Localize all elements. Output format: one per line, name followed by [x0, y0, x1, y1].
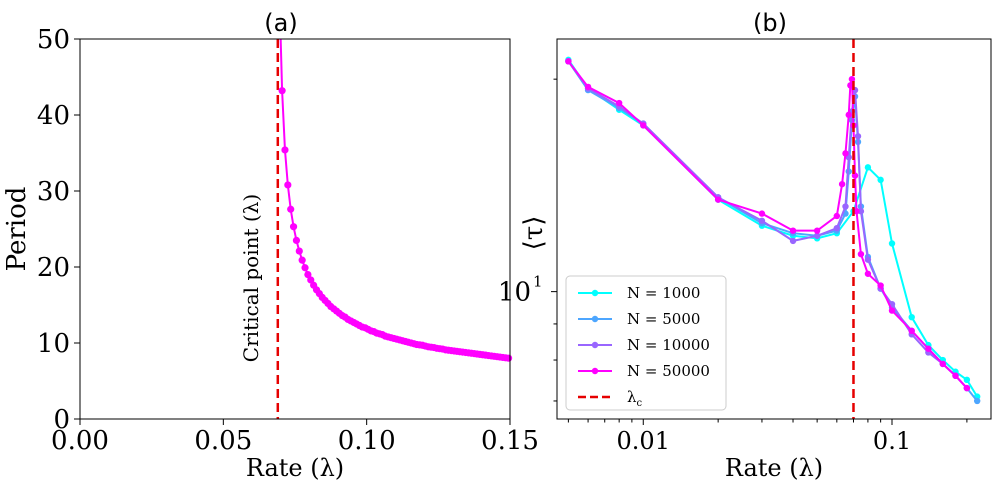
legend-swatch-marker — [591, 315, 599, 323]
panel-b-point — [963, 376, 971, 384]
panel-b-point — [640, 122, 647, 129]
panel-a-xtick-label: 0.00 — [51, 426, 109, 456]
panel-a-point — [307, 276, 315, 284]
legend-label: N = 10000 — [627, 336, 710, 354]
panel-a-point — [295, 247, 303, 255]
panel-a-frame — [79, 38, 511, 420]
panel-b-point — [758, 217, 766, 224]
panel-b-point — [758, 210, 766, 217]
panel-b-point — [864, 270, 872, 277]
panel-a-ytick-label: 10 — [37, 329, 70, 359]
panel-b-point — [857, 250, 865, 258]
panel-b-point — [838, 180, 846, 188]
legend-critical-label: λc — [627, 388, 643, 409]
legend-box — [565, 275, 727, 411]
panel-b-point — [963, 384, 971, 392]
panel-b-point — [813, 227, 821, 234]
panel-b-ytick-label: 10 — [498, 278, 531, 308]
panel-b-point — [845, 111, 852, 119]
panel-b-point — [584, 83, 592, 91]
panel-b-point — [833, 224, 841, 232]
panel-a-point — [287, 205, 295, 213]
panel-a-ytick-label: 20 — [37, 253, 70, 283]
panel-a-point — [504, 354, 513, 362]
panel-a-point — [281, 146, 289, 154]
panel-b-point — [854, 133, 862, 140]
legend-items: N = 1000 N = 5000 N = 10000 N = 50000 — [578, 284, 710, 380]
panel-b-xtick-label: 0.01 — [617, 427, 670, 455]
panel-b-point — [908, 327, 915, 335]
panel-b-point — [973, 397, 981, 405]
panel-b-point — [842, 203, 849, 210]
panel-b-point — [888, 307, 896, 314]
panel-a-point — [304, 271, 312, 279]
panel-a: (a) 0.00 0.05 0.10 0.15 0 10 20 30 40 50 Critical… — [2, 9, 539, 482]
panel-b-xtick-label: 0.1 — [873, 427, 911, 455]
panel-b-point — [848, 75, 856, 83]
panel-b-point — [714, 196, 722, 203]
legend-swatch-marker — [591, 341, 599, 349]
panel-b-series — [565, 56, 981, 405]
panel-a-critical-label: Critical point (λ) — [239, 194, 263, 362]
panel-b-point — [877, 282, 884, 289]
panel-b-ticks: 0.01 0.1 10 1 — [498, 78, 968, 455]
panel-b-point — [847, 82, 854, 89]
panel-a-point — [301, 264, 309, 272]
legend-label: N = 1000 — [627, 284, 700, 302]
panel-b-point — [877, 176, 884, 184]
series-n-50000 — [565, 58, 971, 392]
panel-a-xlabel: Rate (λ) — [246, 454, 344, 482]
panel-b-ylabel: ⟨τ⟩ — [519, 216, 549, 251]
panel-b-point — [952, 372, 959, 379]
legend-swatch-marker — [591, 367, 599, 375]
panel-a-xtick-label: 0.10 — [338, 426, 396, 456]
panel-a-xtick-label: 0.15 — [481, 426, 539, 456]
panel-a-series — [278, 38, 513, 362]
panel-b-point — [789, 237, 797, 245]
panel-a-ytick-label: 50 — [37, 25, 70, 55]
panel-a-point — [289, 223, 298, 231]
panel-b-point — [864, 164, 872, 171]
panel-a-ytick-label: 0 — [53, 405, 70, 435]
panel-a-ytick-label: 30 — [37, 177, 70, 207]
panel-b-ytick-exponent: 1 — [533, 273, 543, 291]
panel-a-point — [292, 236, 301, 244]
panel-a-point — [278, 87, 286, 95]
panel-b-legend: N = 1000 N = 5000 N = 10000 N = 50000 λc — [565, 275, 727, 411]
panel-b-point — [789, 227, 797, 234]
panel-a-ylabel: Period — [2, 187, 32, 272]
panel-b-point — [615, 99, 623, 107]
panel-b-point — [864, 256, 872, 263]
panel-b-frame — [556, 38, 992, 420]
panel-b-point — [888, 240, 896, 247]
panel-a-series-lead — [279, 38, 284, 91]
panel-a-ytick-label: 40 — [37, 101, 70, 131]
legend-label: N = 5000 — [627, 310, 700, 328]
panel-a-point — [298, 256, 306, 264]
panel-b-point — [925, 345, 932, 352]
panel-a-xtick-label: 0.05 — [194, 426, 252, 456]
panel-b-point — [813, 232, 821, 239]
panel-b-point — [908, 313, 915, 321]
panel-b-point — [833, 212, 841, 220]
panel-a-ticks: 0.00 0.05 0.10 0.15 0 10 20 30 40 50 — [37, 25, 539, 456]
panel-b-xlabel: Rate (λ) — [725, 454, 823, 482]
panel-b-title: (b) — [753, 9, 787, 37]
panel-a-series-line — [281, 90, 509, 360]
panel-b-point — [565, 58, 572, 65]
panel-a-title: (a) — [264, 9, 297, 37]
panel-b-point — [851, 172, 859, 179]
legend-label: N = 50000 — [627, 362, 710, 380]
legend-swatch-marker — [591, 289, 599, 297]
panel-b-point — [857, 208, 865, 215]
panel-b-point — [842, 150, 849, 157]
panel-a-point — [284, 181, 292, 189]
panel-b-point — [939, 360, 946, 368]
panel-b-point — [853, 208, 860, 215]
